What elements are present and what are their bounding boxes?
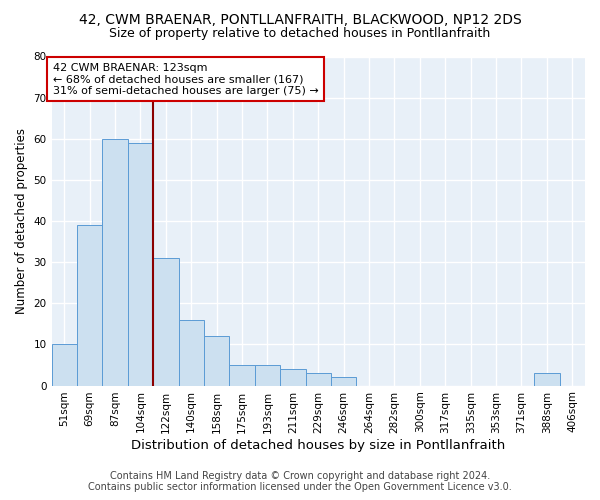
Bar <box>534 373 560 386</box>
X-axis label: Distribution of detached houses by size in Pontllanfraith: Distribution of detached houses by size … <box>131 440 505 452</box>
Text: 42, CWM BRAENAR, PONTLLANFRAITH, BLACKWOOD, NP12 2DS: 42, CWM BRAENAR, PONTLLANFRAITH, BLACKWO… <box>79 12 521 26</box>
Bar <box>128 143 153 386</box>
Y-axis label: Number of detached properties: Number of detached properties <box>15 128 28 314</box>
Bar <box>305 373 331 386</box>
Bar <box>204 336 229 386</box>
Text: 42 CWM BRAENAR: 123sqm
← 68% of detached houses are smaller (167)
31% of semi-de: 42 CWM BRAENAR: 123sqm ← 68% of detached… <box>53 62 319 96</box>
Bar <box>280 369 305 386</box>
Bar <box>103 139 128 386</box>
Bar <box>52 344 77 386</box>
Bar <box>77 225 103 386</box>
Bar <box>255 365 280 386</box>
Bar <box>153 258 179 386</box>
Text: Size of property relative to detached houses in Pontllanfraith: Size of property relative to detached ho… <box>109 28 491 40</box>
Bar <box>179 320 204 386</box>
Bar <box>331 378 356 386</box>
Bar <box>229 365 255 386</box>
Text: Contains HM Land Registry data © Crown copyright and database right 2024.
Contai: Contains HM Land Registry data © Crown c… <box>88 471 512 492</box>
